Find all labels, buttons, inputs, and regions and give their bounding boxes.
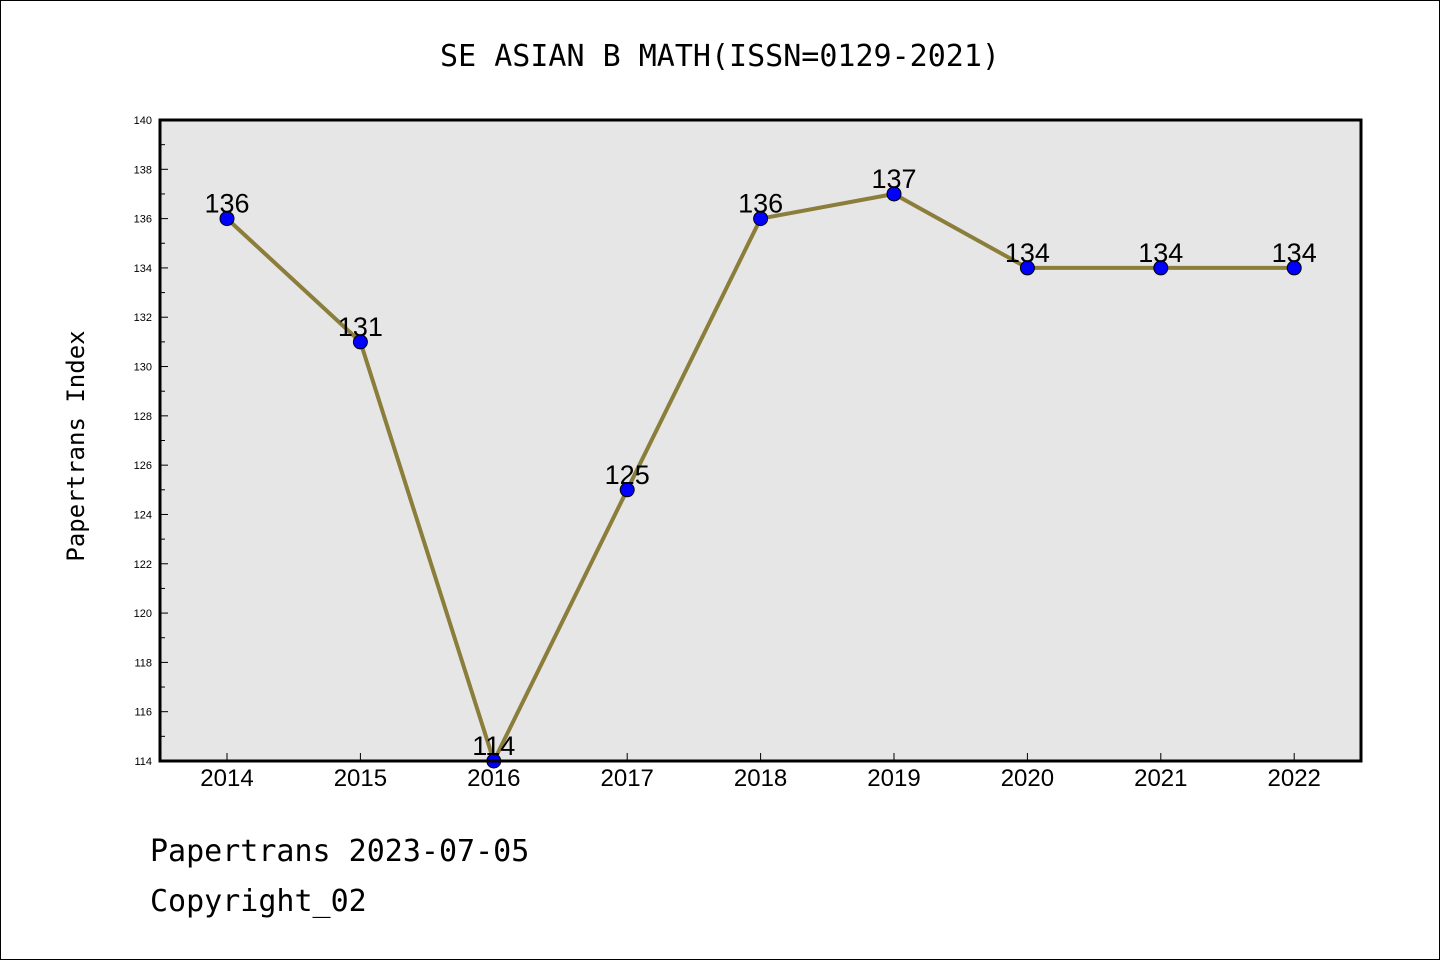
- data-label: 114: [472, 731, 515, 761]
- data-label: 134: [1272, 238, 1317, 268]
- data-label: 134: [1138, 238, 1183, 268]
- y-tick-label: 118: [134, 657, 152, 669]
- data-point: [219, 211, 235, 227]
- x-tick-label: 2021: [1134, 765, 1187, 792]
- y-axis-label: Papertrans Index: [62, 330, 90, 561]
- x-tick-label: 2020: [1001, 765, 1054, 792]
- y-tick-label: 130: [134, 362, 152, 374]
- data-label: 136: [738, 189, 783, 219]
- y-tick-label: 120: [134, 608, 152, 620]
- y-tick-label: 122: [134, 559, 152, 571]
- plot-area: 114 116 118 120 122 124 126 128 130 132 134 136 138 1…: [134, 115, 1363, 792]
- data-point: [1019, 260, 1035, 276]
- data-point: [352, 334, 368, 350]
- data-label: 137: [871, 164, 916, 194]
- x-tick-label: 2022: [1268, 765, 1321, 792]
- y-tick-label: 126: [134, 460, 152, 472]
- plot-background: [160, 120, 1361, 761]
- data-label: 136: [204, 189, 249, 219]
- y-tick-label: 134: [134, 263, 152, 275]
- data-point: [753, 211, 769, 227]
- x-tick-label: 2017: [601, 765, 654, 792]
- y-tick-label: 138: [134, 164, 152, 176]
- x-tick-label: 2019: [867, 765, 920, 792]
- y-tick-label: 114: [134, 756, 152, 768]
- data-label: 134: [1005, 238, 1050, 268]
- y-tick-label: 136: [134, 214, 152, 226]
- y-tick-label: 116: [134, 707, 152, 719]
- data-point: [1286, 260, 1302, 276]
- y-tick-label: 132: [134, 312, 152, 324]
- plot-border: [158, 118, 1363, 763]
- x-tick-label: 2016: [467, 765, 520, 792]
- footer-date: Papertrans 2023-07-05: [150, 834, 530, 869]
- y-tick-label: 128: [134, 411, 152, 423]
- data-point: [619, 482, 635, 498]
- x-tick-label: 2014: [200, 765, 253, 792]
- y-tick-label: 124: [134, 509, 152, 521]
- data-point: [886, 186, 902, 202]
- data-label: 125: [605, 460, 650, 490]
- footer-copyright: Copyright_02: [150, 884, 367, 919]
- x-tick-label: 2018: [734, 765, 787, 792]
- chart-title: SE ASIAN B MATH(ISSN=0129-2021): [440, 39, 1000, 74]
- data-label: 131: [338, 312, 383, 342]
- x-tick-label: 2015: [334, 765, 387, 792]
- y-tick-label: 140: [134, 115, 152, 127]
- data-point: [1153, 260, 1169, 276]
